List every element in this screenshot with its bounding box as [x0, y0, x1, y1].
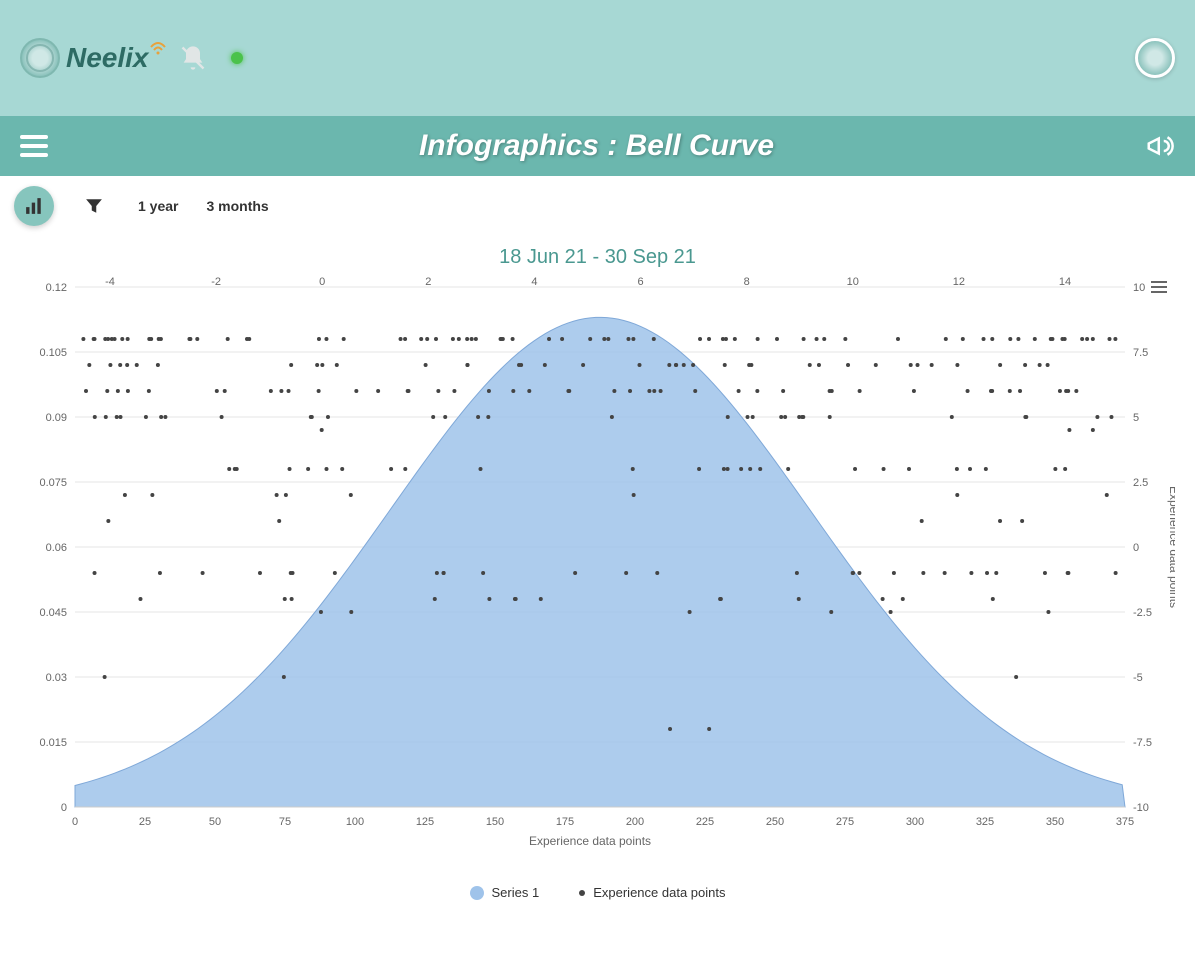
svg-text:350: 350	[1046, 816, 1064, 828]
svg-text:-2.5: -2.5	[1133, 607, 1152, 619]
svg-text:0.045: 0.045	[39, 607, 67, 619]
svg-text:0.09: 0.09	[46, 412, 67, 424]
svg-text:6: 6	[637, 277, 643, 288]
bar-chart-icon	[25, 197, 43, 215]
svg-text:0.015: 0.015	[39, 737, 67, 749]
svg-text:4: 4	[531, 277, 537, 288]
brand-logo-icon	[20, 38, 60, 78]
legend-points-swatch	[579, 890, 585, 896]
announce-icon[interactable]	[1145, 131, 1175, 161]
chart-type-button[interactable]	[14, 186, 54, 226]
svg-text:0: 0	[61, 802, 67, 814]
legend-series1[interactable]: Series 1	[470, 885, 540, 900]
brand-name: Neelix	[66, 42, 149, 74]
chart-date-range: 18 Jun 21 - 30 Sep 21	[20, 246, 1175, 269]
svg-text:0.075: 0.075	[39, 477, 67, 489]
svg-text:200: 200	[626, 816, 644, 828]
wifi-icon	[149, 41, 167, 55]
top-bar-left: Neelix	[20, 38, 243, 78]
top-bar: Neelix	[0, 0, 1195, 116]
svg-text:2: 2	[425, 277, 431, 288]
svg-text:10: 10	[1133, 282, 1145, 294]
svg-text:0.12: 0.12	[46, 282, 67, 294]
svg-text:325: 325	[976, 816, 994, 828]
svg-text:2.5: 2.5	[1133, 477, 1148, 489]
svg-text:0.06: 0.06	[46, 542, 67, 554]
range-3months[interactable]: 3 months	[202, 192, 272, 220]
svg-text:-10: -10	[1133, 802, 1149, 814]
svg-text:14: 14	[1059, 277, 1071, 288]
chart-legend: Series 1 Experience data points	[20, 885, 1175, 900]
bell-curve-chart: 0 0.015 0.03 0.045 0.06 0.075 0.09 0.105 0.12 -10…	[20, 277, 1175, 877]
svg-text:50: 50	[209, 816, 221, 828]
notification-off-icon[interactable]	[179, 44, 207, 72]
svg-text:Experience data points: Experience data points	[1167, 486, 1175, 608]
svg-text:250: 250	[766, 816, 784, 828]
legend-series1-swatch	[470, 886, 484, 900]
svg-text:Experience data points: Experience data points	[529, 834, 651, 848]
svg-text:5: 5	[1133, 412, 1139, 424]
svg-text:125: 125	[416, 816, 434, 828]
svg-text:0: 0	[72, 816, 78, 828]
svg-text:-5: -5	[1133, 672, 1143, 684]
svg-text:12: 12	[953, 277, 965, 288]
svg-text:175: 175	[556, 816, 574, 828]
chart-container: 18 Jun 21 - 30 Sep 21 0 0.015 0.03 0.045 0.0…	[0, 236, 1195, 930]
brand-logo[interactable]: Neelix	[20, 38, 167, 78]
svg-text:25: 25	[139, 816, 151, 828]
svg-text:-7.5: -7.5	[1133, 737, 1152, 749]
svg-text:300: 300	[906, 816, 924, 828]
svg-text:8: 8	[744, 277, 750, 288]
chart-menu-icon[interactable]	[1151, 278, 1167, 296]
menu-toggle-icon[interactable]	[20, 135, 48, 157]
svg-text:100: 100	[346, 816, 364, 828]
svg-text:-2: -2	[211, 277, 221, 288]
svg-text:375: 375	[1116, 816, 1134, 828]
status-indicator	[231, 52, 243, 64]
chart-toolbar: 1 year 3 months	[0, 176, 1195, 236]
svg-text:150: 150	[486, 816, 504, 828]
svg-text:7.5: 7.5	[1133, 347, 1148, 359]
svg-text:0.03: 0.03	[46, 672, 67, 684]
legend-points-label: Experience data points	[593, 885, 725, 900]
svg-text:75: 75	[279, 816, 291, 828]
svg-text:0.105: 0.105	[39, 347, 67, 359]
user-avatar[interactable]	[1135, 38, 1175, 78]
range-1year[interactable]: 1 year	[134, 192, 182, 220]
svg-text:0: 0	[319, 277, 325, 288]
svg-text:10: 10	[847, 277, 859, 288]
filter-button[interactable]	[74, 186, 114, 226]
legend-series1-label: Series 1	[492, 885, 540, 900]
svg-text:-4: -4	[105, 277, 115, 288]
filter-icon	[85, 197, 103, 215]
svg-text:225: 225	[696, 816, 714, 828]
svg-text:0: 0	[1133, 542, 1139, 554]
legend-points[interactable]: Experience data points	[579, 885, 725, 900]
sub-header: Infographics : Bell Curve	[0, 116, 1195, 176]
svg-text:275: 275	[836, 816, 854, 828]
page-title: Infographics : Bell Curve	[419, 129, 774, 163]
